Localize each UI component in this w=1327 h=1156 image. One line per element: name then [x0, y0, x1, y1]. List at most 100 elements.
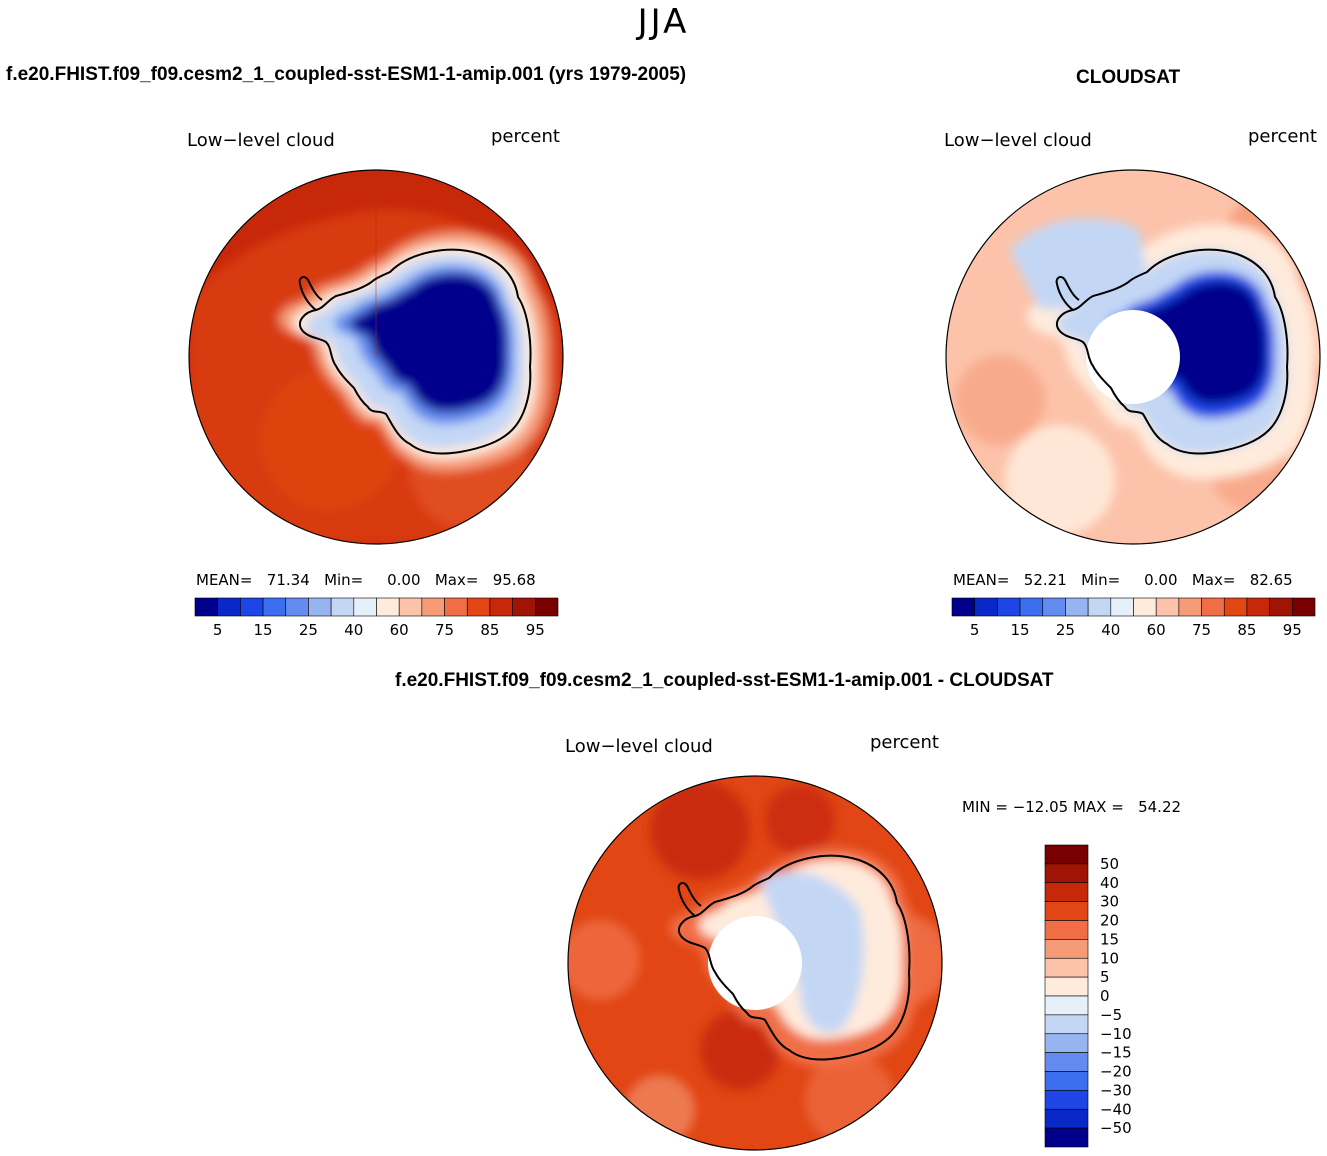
- model-colorbar-swatch: [512, 597, 536, 617]
- diff-colorbar-swatch: [1044, 1052, 1089, 1072]
- obs-colorbar-tick: 60: [1147, 621, 1166, 639]
- obs-stats: MEAN= 52.21 Min= 0.00 Max= 82.65: [953, 571, 1293, 589]
- diff-map: [568, 776, 942, 1150]
- diff-colorbar-tick: 30: [1100, 893, 1119, 911]
- diff-colorbar-swatch: [1044, 995, 1089, 1016]
- model-min-value: 0.00: [387, 571, 421, 589]
- diff-colorbar-tick: −30: [1100, 1081, 1132, 1099]
- model-colorbar-swatch: [466, 597, 491, 617]
- diff-colorbar-tick: −10: [1100, 1025, 1132, 1043]
- obs-colorbar-tick: 40: [1101, 621, 1120, 639]
- obs-max-value: 82.65: [1249, 571, 1293, 589]
- model-colorbar-swatch: [240, 597, 264, 617]
- model-colorbar-tick: 15: [254, 621, 273, 639]
- diff-colorbar-swatch: [1044, 882, 1089, 902]
- obs-colorbar-swatch: [1087, 597, 1112, 617]
- model-min-label: Min=: [324, 571, 364, 589]
- obs-colorbar-swatch: [1133, 597, 1157, 617]
- diff-colorbar-tick: 15: [1100, 930, 1119, 948]
- diff-map-border: [567, 775, 943, 1151]
- obs-min-value: 0.00: [1144, 571, 1178, 589]
- obs-colorbar-tick: 25: [1056, 621, 1075, 639]
- diff-colorbar-swatch: [1044, 1033, 1089, 1053]
- diff-colorbar-tick: −5: [1100, 1006, 1122, 1024]
- diff-minmax: MIN = −12.05 MAX = 54.22: [962, 798, 1182, 816]
- obs-colorbar-tick: 15: [1011, 621, 1030, 639]
- model-colorbar-swatch: [376, 597, 400, 617]
- model-units-label: percent: [491, 126, 560, 147]
- model-max-label: Max=: [434, 571, 479, 589]
- model-colorbar-tick: 25: [299, 621, 318, 639]
- diff-colorbar-tick: 0: [1100, 987, 1110, 1005]
- obs-polar-gap: [1086, 310, 1180, 404]
- diff-colorbar-tick: 5: [1100, 968, 1110, 986]
- obs-map-border: [945, 169, 1321, 545]
- obs-colorbar-swatch: [997, 597, 1021, 617]
- model-colorbar-tick: 75: [435, 621, 454, 639]
- obs-colorbar-swatch: [1110, 597, 1134, 617]
- obs-map: [946, 170, 1320, 544]
- obs-colorbar-tick: 95: [1283, 621, 1302, 639]
- diff-colorbar-swatch: [1044, 901, 1089, 921]
- model-colorbar-tick: 60: [390, 621, 409, 639]
- diff-colorbar-tick: −20: [1100, 1063, 1132, 1081]
- obs-colorbar-swatch: [1042, 597, 1066, 617]
- model-colorbar-swatch: [330, 597, 355, 617]
- model-mean-value: 71.34: [266, 571, 310, 589]
- diff-colorbar-swatch: [1044, 939, 1089, 959]
- model-colorbar: 5 15 25 40 60 75 85 95: [194, 597, 559, 639]
- model-map: [189, 170, 563, 544]
- diff-colorbar-swatch: [1044, 1108, 1089, 1129]
- diff-colorbar-swatch: [1044, 863, 1089, 884]
- obs-units-label: percent: [1248, 126, 1317, 147]
- obs-colorbar-swatch: [974, 597, 998, 617]
- obs-colorbar-swatch: [1292, 597, 1316, 617]
- obs-colorbar-swatch: [1019, 597, 1044, 617]
- model-colorbar-swatch: [194, 597, 218, 617]
- model-colorbar-swatch: [353, 597, 377, 617]
- diff-colorbar-tick: −40: [1100, 1100, 1132, 1118]
- figure-title: JJA: [637, 2, 690, 42]
- obs-panel-title: CLOUDSAT: [1076, 67, 1181, 88]
- model-colorbar-swatch: [489, 597, 513, 617]
- model-stats: MEAN= 71.34 Min= 0.00 Max= 95.68: [196, 571, 536, 589]
- model-colorbar-swatch: [308, 597, 332, 617]
- diff-polar-gap: [708, 916, 802, 1010]
- obs-colorbar-swatch: [1178, 597, 1202, 617]
- diff-colorbar-swatch: [1044, 1090, 1089, 1110]
- model-panel-title: f.e20.FHIST.f09_f09.cesm2_1_coupled-sst-…: [6, 64, 687, 85]
- diff-colorbar-swatch: [1044, 957, 1089, 978]
- model-colorbar-tick: 95: [526, 621, 545, 639]
- model-colorbar-swatch: [285, 597, 309, 617]
- obs-colorbar-tick: 5: [970, 621, 980, 639]
- obs-colorbar-swatch: [951, 597, 975, 617]
- diff-colorbar-swatch: [1044, 976, 1089, 997]
- diff-colorbar-swatch: [1044, 1127, 1089, 1148]
- diff-colorbar-swatch: [1044, 844, 1089, 865]
- model-max-value: 95.68: [492, 571, 536, 589]
- diff-colorbar-tick: 20: [1100, 912, 1119, 930]
- model-colorbar-swatch: [421, 597, 445, 617]
- obs-colorbar-swatch: [1065, 597, 1089, 617]
- obs-colorbar-swatch: [1223, 597, 1248, 617]
- diff-units-label: percent: [870, 732, 939, 753]
- obs-mean-value: 52.21: [1023, 571, 1067, 589]
- model-colorbar-swatch: [262, 597, 287, 617]
- diff-colorbar-tick: 50: [1100, 855, 1119, 873]
- model-colorbar-tick: 5: [213, 621, 223, 639]
- obs-max-label: Max=: [1191, 571, 1236, 589]
- diff-colorbar-tick: 40: [1100, 874, 1119, 892]
- obs-colorbar-swatch: [1201, 597, 1225, 617]
- model-map-border: [188, 169, 564, 545]
- obs-colorbar-swatch: [1269, 597, 1293, 617]
- diff-colorbar-swatch: [1044, 920, 1089, 940]
- diff-colorbar-swatch: [1044, 1071, 1089, 1091]
- model-variable-label: Low−level cloud: [187, 130, 335, 151]
- obs-colorbar-swatch: [1155, 597, 1180, 617]
- diff-colorbar-tick: −50: [1100, 1119, 1132, 1137]
- diff-variable-label: Low−level cloud: [565, 736, 713, 757]
- obs-min-label: Min=: [1081, 571, 1121, 589]
- model-colorbar-swatch: [217, 597, 241, 617]
